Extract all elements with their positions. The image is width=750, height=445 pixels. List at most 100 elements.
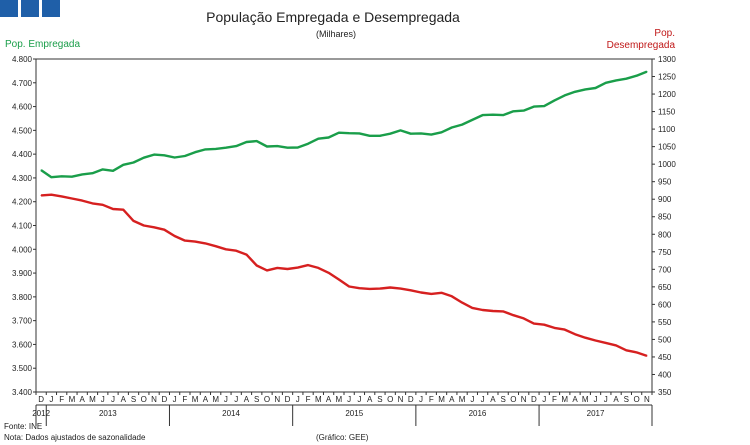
- point-empregada: [317, 138, 319, 140]
- left-tick-label: 3.500: [12, 364, 33, 373]
- right-tick-label: 1100: [658, 125, 676, 134]
- point-desempregada: [471, 307, 473, 309]
- point-empregada: [625, 78, 627, 80]
- month-label: M: [561, 395, 568, 404]
- point-desempregada: [451, 295, 453, 297]
- left-tick-label: 4.500: [12, 126, 33, 135]
- point-desempregada: [50, 194, 53, 196]
- month-label: A: [121, 395, 127, 404]
- right-tick-label: 550: [658, 318, 672, 327]
- point-desempregada: [430, 293, 432, 295]
- month-label: O: [264, 395, 270, 404]
- right-tick-label: 1200: [658, 90, 676, 99]
- point-desempregada: [369, 288, 371, 290]
- right-axis-label-line1: Pop.: [654, 28, 675, 39]
- point-empregada: [512, 110, 515, 112]
- point-empregada: [61, 175, 63, 177]
- right-axis-label-line2: Desempregada: [607, 40, 676, 51]
- point-empregada: [646, 71, 648, 73]
- right-tick-label: 600: [658, 300, 672, 309]
- logo-block: [42, 0, 60, 17]
- month-label: J: [419, 395, 423, 404]
- month-label: A: [203, 395, 209, 404]
- year-label: 2012: [32, 409, 50, 418]
- point-empregada: [420, 132, 422, 135]
- month-label: N: [151, 395, 157, 404]
- month-label: M: [582, 395, 589, 404]
- point-desempregada: [184, 239, 186, 242]
- left-tick-label: 3.400: [12, 388, 33, 397]
- month-label: D: [38, 395, 44, 404]
- month-label: D: [285, 395, 291, 404]
- month-label: N: [644, 395, 650, 404]
- point-empregada: [564, 94, 566, 96]
- point-empregada: [348, 132, 350, 134]
- month-label: N: [274, 395, 280, 404]
- point-empregada: [328, 136, 330, 139]
- left-tick-label: 4.700: [12, 79, 33, 88]
- point-desempregada: [317, 267, 319, 269]
- point-desempregada: [174, 235, 176, 237]
- point-empregada: [245, 141, 248, 143]
- right-tick-label: 1000: [658, 160, 676, 169]
- point-desempregada: [163, 229, 165, 231]
- year-label: 2014: [222, 409, 240, 418]
- point-desempregada: [482, 309, 484, 311]
- point-empregada: [461, 124, 463, 126]
- point-empregada: [369, 135, 371, 137]
- point-empregada: [533, 105, 535, 108]
- point-desempregada: [307, 264, 309, 266]
- month-label: J: [604, 395, 608, 404]
- month-label: S: [500, 395, 505, 404]
- month-label: D: [161, 395, 167, 404]
- point-empregada: [91, 172, 94, 174]
- point-desempregada: [194, 241, 196, 243]
- point-desempregada: [399, 287, 402, 290]
- month-label: J: [234, 395, 238, 404]
- month-label: J: [470, 395, 474, 404]
- point-desempregada: [215, 245, 217, 247]
- point-empregada: [502, 114, 504, 116]
- left-axis: 3.400 3.500 3.600 3.700 3.800 3.900 4.000 4.100…: [12, 55, 36, 397]
- point-empregada: [389, 133, 391, 135]
- month-label: M: [459, 395, 466, 404]
- point-empregada: [286, 147, 289, 149]
- point-empregada: [430, 134, 432, 136]
- point-desempregada: [564, 329, 566, 331]
- point-desempregada: [153, 226, 155, 228]
- month-label: N: [398, 395, 404, 404]
- month-label: A: [244, 395, 250, 404]
- point-empregada: [81, 173, 83, 175]
- point-desempregada: [286, 268, 289, 270]
- chart-title: População Empregada e Desempregada: [206, 9, 460, 25]
- point-desempregada: [112, 208, 114, 210]
- year-label: 2016: [469, 409, 487, 418]
- point-empregada: [553, 99, 556, 101]
- point-desempregada: [122, 209, 124, 211]
- point-empregada: [235, 145, 237, 147]
- point-desempregada: [81, 200, 83, 202]
- month-label: M: [438, 395, 445, 404]
- point-desempregada: [256, 264, 258, 267]
- left-tick-label: 4.600: [12, 103, 33, 112]
- left-tick-label: 3.800: [12, 293, 33, 302]
- month-label: A: [367, 395, 373, 404]
- month-label: J: [111, 395, 115, 404]
- month-label: A: [490, 395, 496, 404]
- month-label: M: [315, 395, 322, 404]
- year-label: 2017: [587, 409, 605, 418]
- month-label: A: [326, 395, 332, 404]
- month-label: O: [510, 395, 516, 404]
- month-label: O: [633, 395, 639, 404]
- right-tick-label: 800: [658, 230, 672, 239]
- point-desempregada: [71, 197, 73, 200]
- point-empregada: [594, 87, 597, 89]
- series-lines: [40, 70, 648, 358]
- point-empregada: [574, 91, 576, 93]
- footnote-note: Nota: Dados ajustados de sazonalidade: [4, 433, 146, 442]
- point-empregada: [584, 88, 586, 91]
- point-desempregada: [512, 314, 515, 316]
- month-label: M: [192, 395, 199, 404]
- point-desempregada: [636, 351, 638, 353]
